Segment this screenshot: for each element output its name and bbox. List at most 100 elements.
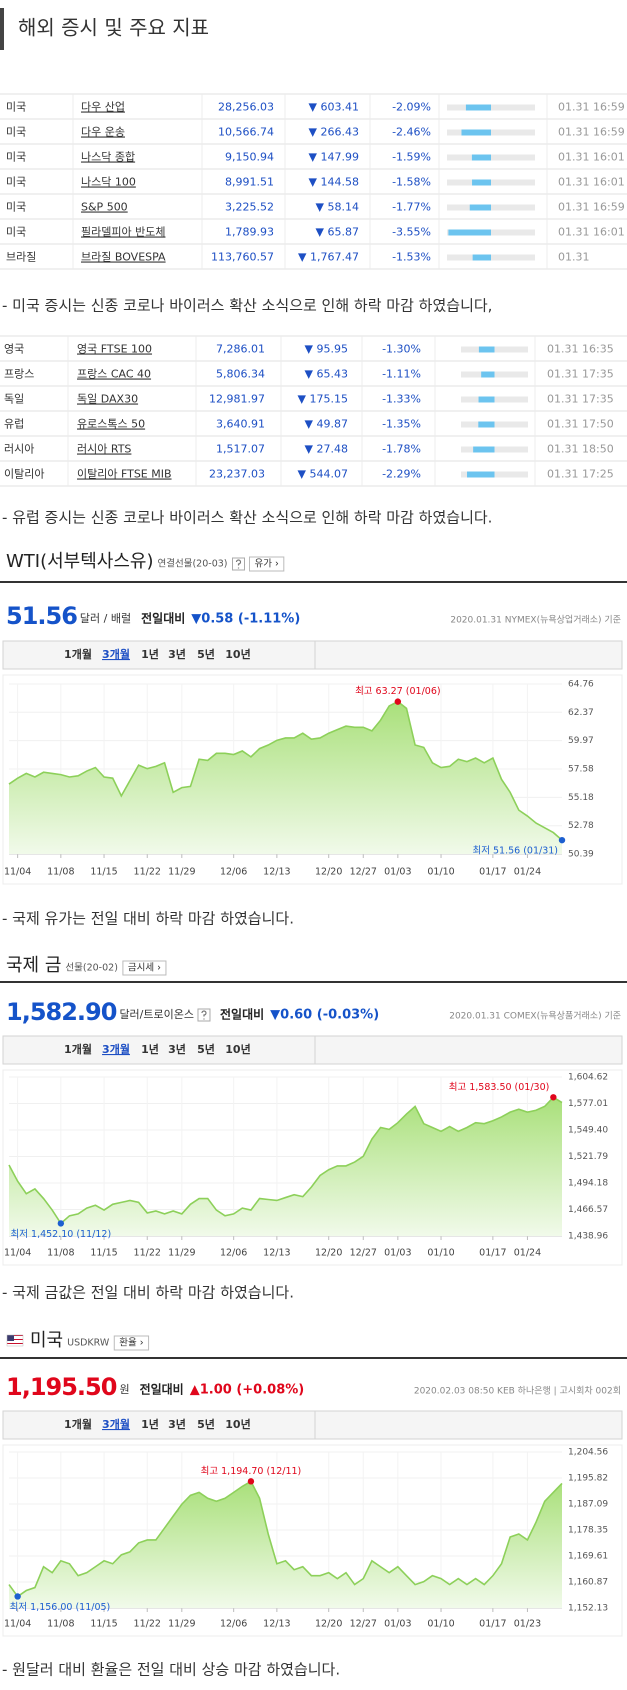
help-glyph (235, 559, 242, 569)
period-tab[interactable]: 3개월 (102, 1417, 130, 1431)
index-name[interactable]: 독일 DAX30 (77, 392, 138, 406)
area (9, 1481, 562, 1608)
pct-bar (471, 154, 491, 161)
index-name[interactable]: 다우 운송 (81, 126, 125, 139)
x-tick-label: 01/03 (384, 1619, 411, 1630)
period-tab[interactable]: 1개월 (64, 647, 92, 661)
badge-box[interactable] (249, 556, 285, 572)
index-price: 1,517.07 (216, 443, 265, 456)
flag-stripe (7, 1335, 23, 1336)
plot-frame (2, 1444, 623, 1637)
chart-subtitle: 선물(20-02) (65, 963, 118, 974)
period-tab[interactable]: 10년 (225, 647, 250, 661)
max-dot (247, 1478, 255, 1485)
y-tick-label: 1,204.56 (568, 1448, 608, 1458)
index-pct: -1.58% (392, 176, 431, 189)
y-tick-label: 55.18 (568, 793, 594, 803)
badge-box[interactable] (113, 1335, 150, 1351)
pct-bar (467, 471, 495, 478)
chart-badge[interactable]: 유가 › (255, 559, 279, 570)
tab-bar (2, 640, 623, 670)
period-tab[interactable]: 3년 (168, 1417, 186, 1431)
index-name[interactable]: S&P 500 (81, 201, 128, 214)
index-pct: -2.09% (392, 101, 431, 114)
period-tab[interactable]: 5년 (197, 1042, 215, 1056)
flag-stripe (7, 1343, 23, 1344)
index-name[interactable]: 프랑스 CAC 40 (77, 368, 151, 381)
index-name[interactable]: 러시아 RTS (77, 443, 131, 456)
y-tick-label: 57.58 (568, 764, 594, 774)
period-tab[interactable]: 5년 (197, 647, 215, 661)
x-tick-label: 12/06 (220, 867, 247, 878)
period-tab[interactable]: 3개월 (102, 1042, 130, 1056)
period-tab[interactable]: 3개월 (102, 647, 130, 661)
index-name[interactable]: 브라질 BOVESPA (81, 251, 166, 264)
price-source: 2020.01.31 NYMEX(뉴욕상업거래소) 기준 (450, 615, 621, 626)
index-name[interactable]: 나스닥 100 (81, 176, 136, 189)
line (8, 700, 563, 841)
flag-stripe (7, 1337, 23, 1338)
tab-bar (2, 1035, 623, 1065)
price-unit: 달러/트로이온스 (119, 1008, 194, 1021)
price-unit: 달러 / 배럴 (80, 612, 131, 625)
min-label: 최저 51.56 (01/31) (472, 846, 558, 857)
index-name[interactable]: 유로스톡스 50 (77, 418, 145, 431)
period-tab[interactable]: 10년 (225, 1417, 250, 1431)
index-name[interactable]: 다우 산업 (81, 101, 125, 114)
min-label: 최저 1,452.10 (11/12) (11, 1229, 112, 1240)
index-change: ▼ 65.43 (305, 368, 348, 381)
pct-bar (465, 104, 491, 111)
index-time: 01.31 17:50 (547, 418, 614, 431)
country: 미국 (6, 151, 26, 164)
chart-badge[interactable]: 환율 › (119, 1337, 143, 1349)
period-tab[interactable]: 3년 (168, 1042, 186, 1056)
period-tab[interactable]: 3년 (168, 647, 186, 661)
index-name[interactable]: 나스닥 종합 (81, 151, 135, 164)
index-name[interactable]: 이탈리아 FTSE MIB (77, 468, 172, 481)
price: 51.56 (6, 602, 77, 630)
pct-bar (478, 396, 495, 403)
country: 이탈리아 (4, 468, 44, 481)
chart-badge[interactable]: 금시세 › (128, 963, 161, 974)
max-dot (550, 1094, 557, 1101)
period-tab[interactable]: 1개월 (64, 1417, 92, 1431)
period-tab[interactable]: 1년 (141, 1417, 159, 1431)
pct-bar (481, 371, 495, 378)
index-price: 5,806.34 (216, 368, 265, 381)
max-label: 최고 1,194.70 (12/11) (201, 1466, 302, 1477)
index-change: ▼ 144.58 (309, 176, 359, 189)
country: 러시아 (4, 443, 34, 456)
country: 영국 (4, 343, 24, 356)
badge-box[interactable] (122, 960, 167, 976)
index-price: 9,150.94 (225, 151, 274, 164)
x-tick-label: 11/08 (47, 1619, 74, 1630)
y-tick-label: 1,152.13 (568, 1604, 608, 1614)
period-tab[interactable]: 1년 (141, 647, 159, 661)
index-time: 01.31 18:50 (547, 443, 614, 456)
index-change: ▼ 603.41 (309, 101, 359, 114)
period-tab[interactable]: 10년 (225, 1042, 250, 1056)
change-caption: 전일대비 (220, 1007, 264, 1022)
period-tab[interactable]: 1년 (141, 1042, 159, 1056)
y-tick-label: 1,577.01 (568, 1099, 608, 1109)
y-tick-label: 1,604.62 (568, 1073, 608, 1083)
period-tab[interactable]: 5년 (197, 1417, 215, 1431)
index-name[interactable]: 필라델피아 반도체 (81, 226, 165, 239)
index-time: 01.31 16:59 (558, 201, 625, 214)
index-pct: -1.35% (382, 418, 421, 431)
y-tick-label: 1,494.18 (568, 1179, 608, 1189)
page-title: 해외 증시 및 주요 지표 (18, 16, 209, 40)
note: - 유럽 증시는 신종 코로나 바이러스 확산 소식으로 인해 하락 마감 하였… (2, 509, 492, 527)
index-name[interactable]: 영국 FTSE 100 (77, 343, 152, 356)
flag-stripe (7, 1345, 23, 1346)
min-dot (558, 836, 566, 844)
chart-title: 국제 금 (6, 955, 61, 976)
period-tab[interactable]: 1개월 (64, 1042, 92, 1056)
index-price: 3,225.52 (225, 201, 274, 214)
index-change: ▼ 27.48 (305, 443, 348, 456)
y-tick-label: 59.97 (568, 736, 594, 746)
index-pct: -2.46% (392, 126, 431, 139)
x-tick-label: 11/04 (4, 1248, 31, 1259)
pct-bar (448, 229, 491, 236)
index-price: 8,991.51 (225, 176, 274, 189)
